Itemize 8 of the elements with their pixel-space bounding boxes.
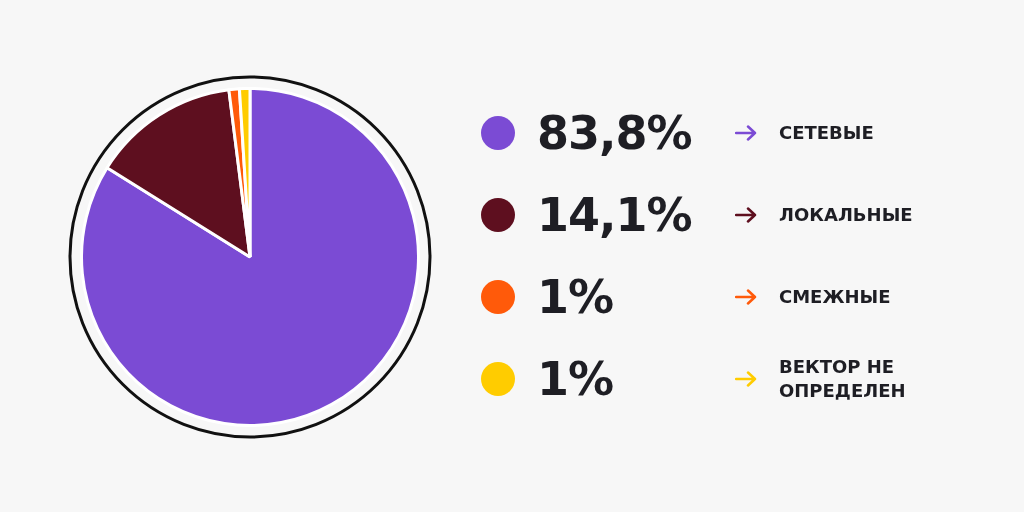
data-label: 14,1% — [537, 188, 693, 242]
legend-label: ЛОКАЛЬНЫЕ — [779, 203, 914, 227]
legend-label: СЕТЕВЫЕ — [779, 121, 875, 145]
legend-label: СМЕЖНЫЕ — [779, 285, 892, 309]
data-label: 83,8% — [537, 106, 693, 160]
data-label: 1% — [537, 352, 615, 406]
legend-label: ВЕКТОР НЕ ОПРЕДЕЛЕН — [779, 355, 907, 403]
data-label: 1% — [537, 270, 615, 324]
